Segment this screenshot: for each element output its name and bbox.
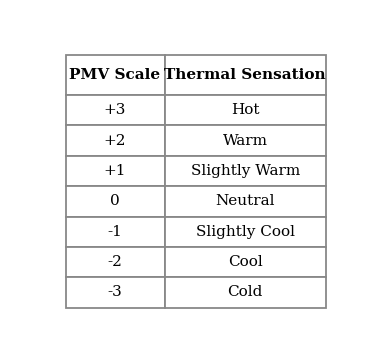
Text: Slightly Warm: Slightly Warm xyxy=(191,164,300,178)
Bar xyxy=(165,186,326,216)
Text: PMV Scale: PMV Scale xyxy=(70,68,160,82)
Text: Cold: Cold xyxy=(228,286,263,299)
Bar xyxy=(165,55,326,95)
Bar xyxy=(66,247,165,277)
Bar xyxy=(66,186,165,216)
Bar xyxy=(66,277,165,308)
Text: -1: -1 xyxy=(108,225,123,239)
Text: Cool: Cool xyxy=(228,255,263,269)
Text: +3: +3 xyxy=(104,103,126,117)
Text: Thermal Sensation: Thermal Sensation xyxy=(165,68,326,82)
Text: Neutral: Neutral xyxy=(215,194,275,209)
Text: Hot: Hot xyxy=(231,103,259,117)
Bar xyxy=(165,277,326,308)
Text: Slightly Cool: Slightly Cool xyxy=(196,225,295,239)
Text: -3: -3 xyxy=(108,286,122,299)
Bar xyxy=(165,125,326,156)
Bar xyxy=(165,95,326,125)
Bar xyxy=(66,156,165,186)
Bar xyxy=(165,247,326,277)
Bar xyxy=(66,125,165,156)
Text: +2: +2 xyxy=(104,134,126,148)
Text: +1: +1 xyxy=(104,164,126,178)
Bar xyxy=(66,95,165,125)
Bar xyxy=(165,216,326,247)
Bar xyxy=(66,216,165,247)
Bar xyxy=(66,55,165,95)
Text: Warm: Warm xyxy=(223,134,268,148)
Text: -2: -2 xyxy=(108,255,123,269)
Bar xyxy=(165,156,326,186)
Text: 0: 0 xyxy=(110,194,120,209)
